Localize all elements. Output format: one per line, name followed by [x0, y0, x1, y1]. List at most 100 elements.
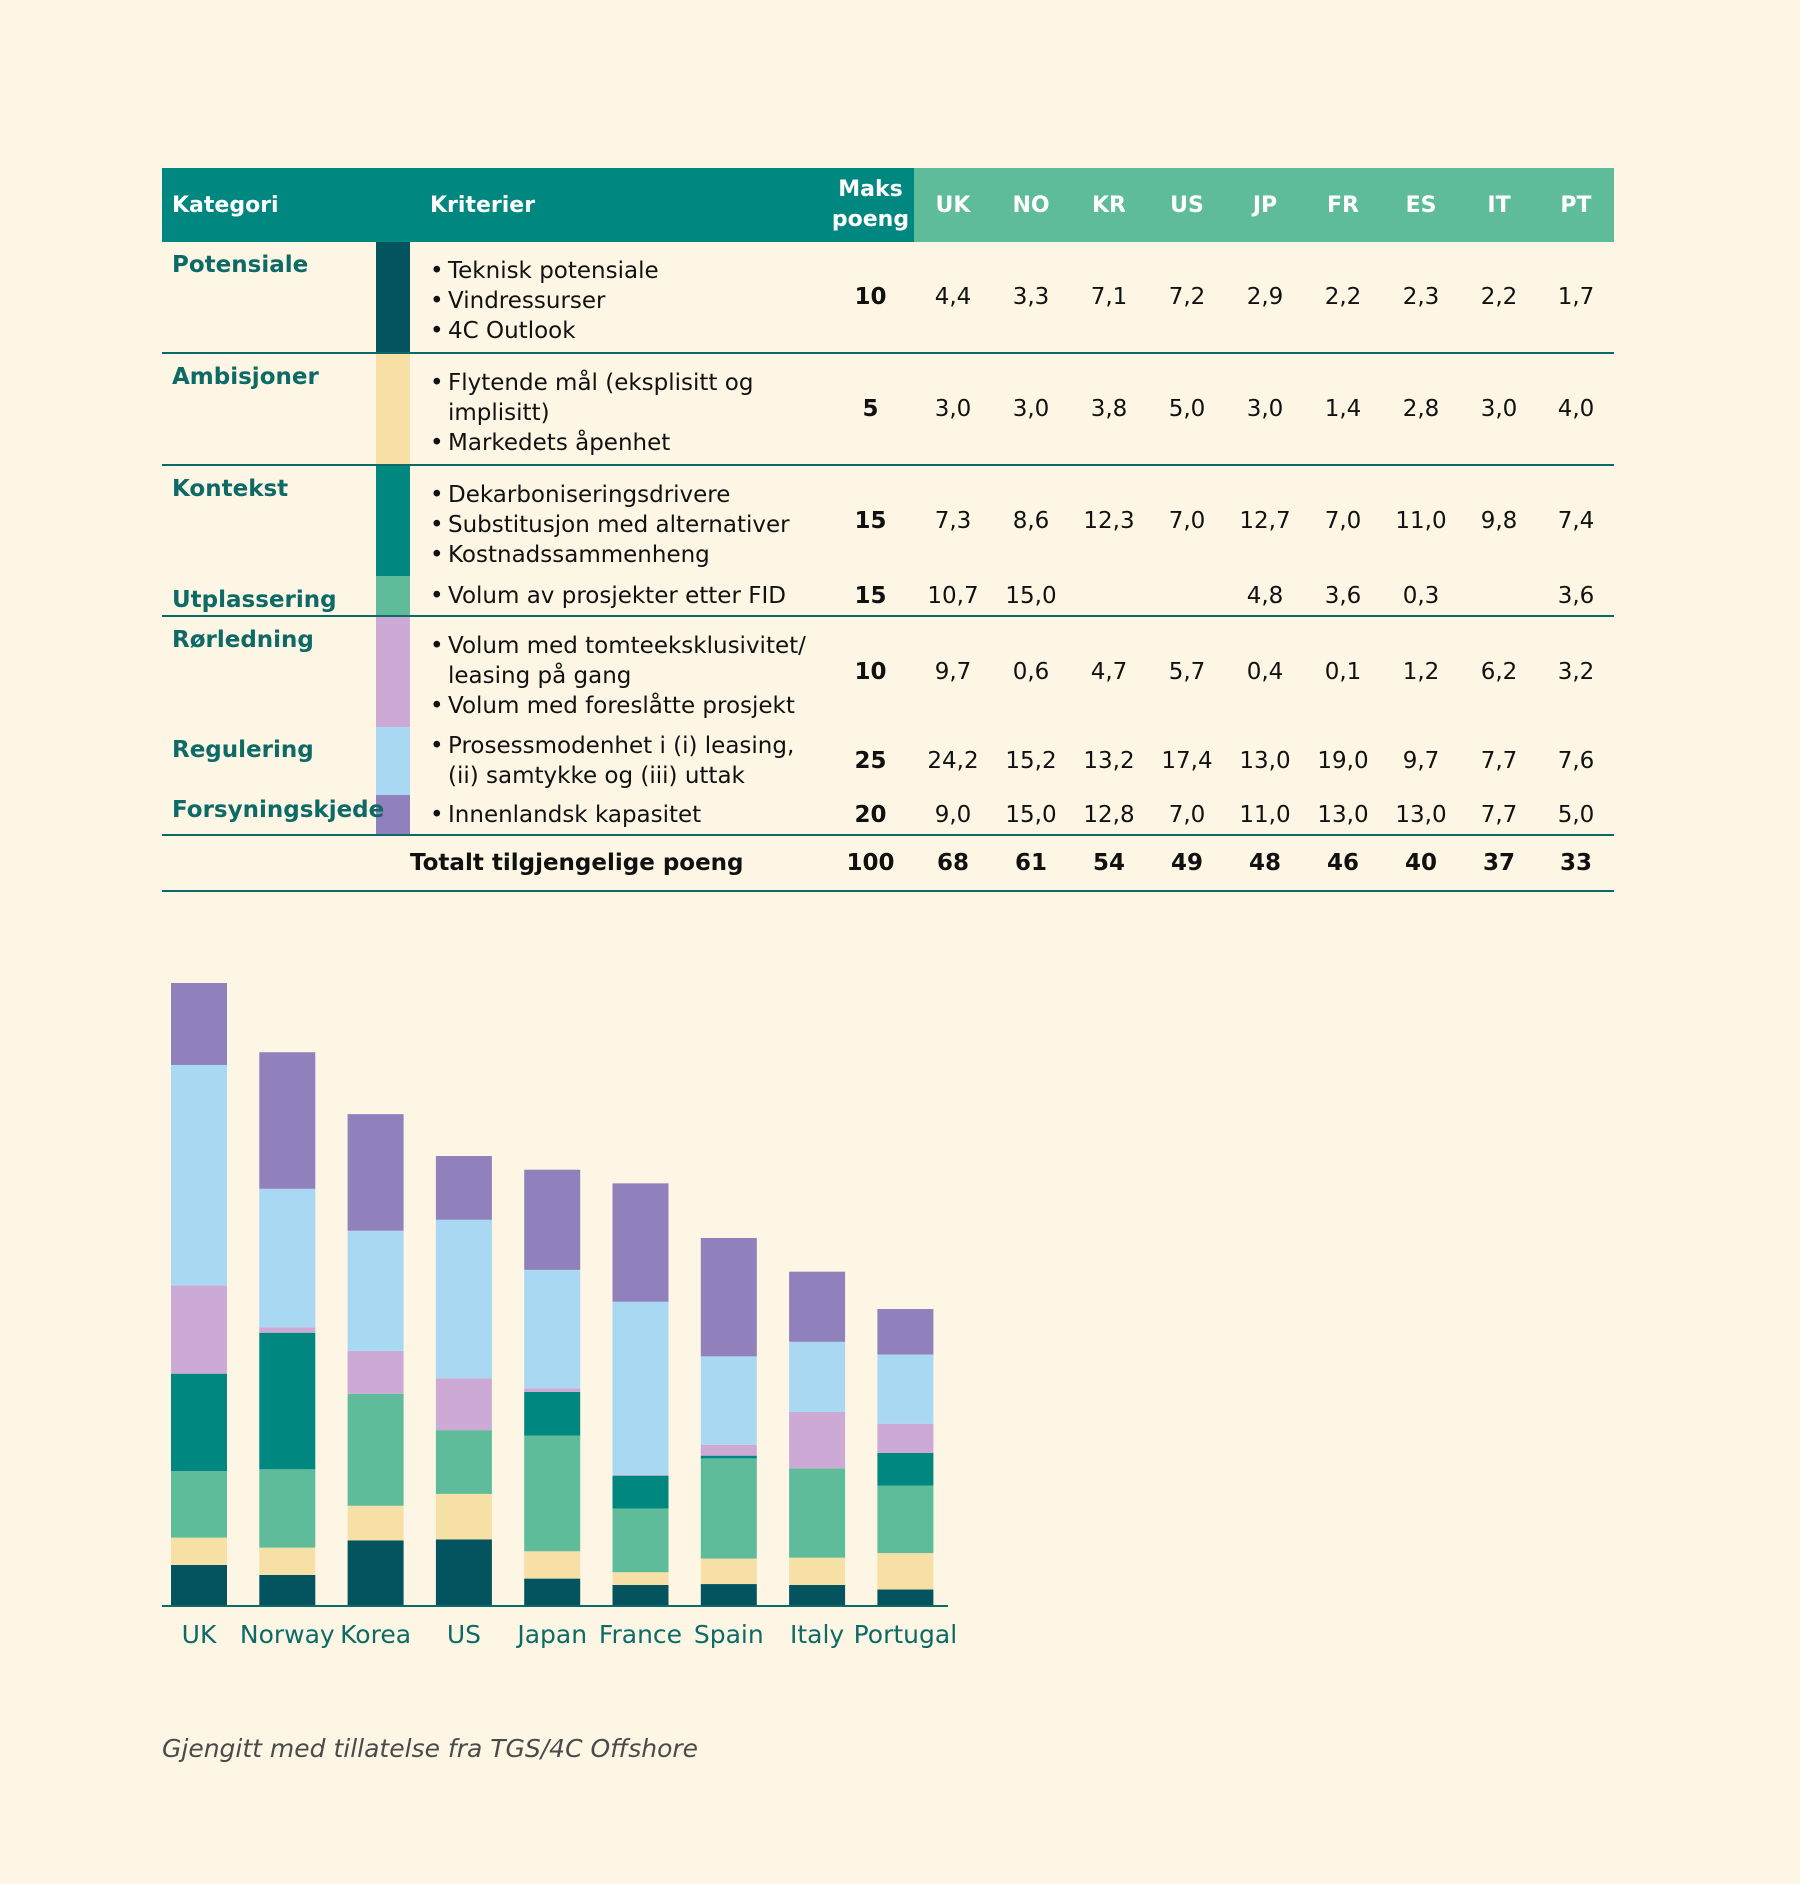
criterion: Flytende mål (eksplisitt og implisitt): [430, 368, 827, 428]
criterion: Vindressurser: [430, 286, 827, 316]
table-row-potensiale: Potensiale Teknisk potensiale Vindressur…: [162, 242, 1614, 353]
score-cell: 4,7: [1090, 659, 1128, 685]
x-tick-label: Portugal: [854, 1620, 958, 1649]
score-cell: 7,6: [1557, 748, 1595, 774]
bar-segment: [612, 1475, 669, 1509]
score-cell: [1148, 576, 1226, 616]
score-cell: 1,7: [1557, 284, 1595, 310]
criterion: Innenlandsk kapasitet: [430, 800, 827, 830]
max-points: 5: [862, 396, 879, 422]
score-cell: 13,0: [1395, 801, 1447, 828]
score-cell: 12,7: [1239, 508, 1291, 534]
score-cell: 3,0: [1012, 396, 1050, 422]
bar-segment: [700, 1458, 757, 1559]
bar-segment: [877, 1423, 934, 1453]
max-points: 10: [854, 659, 887, 685]
score-cell: 9,7: [934, 659, 972, 685]
header-maks-line1: Maks: [838, 177, 903, 202]
bar-segment: [171, 1471, 227, 1538]
total-cell: 37: [1482, 850, 1515, 876]
score-cell: 0,6: [1012, 659, 1050, 685]
bar-segment: [435, 1156, 492, 1220]
table-header-row: Kategori Kriterier Maks poeng UK NO KR U…: [162, 168, 1614, 242]
header-kategori: Kategori: [162, 168, 410, 242]
score-cell: 4,8: [1246, 582, 1284, 609]
max-points: 15: [854, 582, 887, 609]
bar-segment: [524, 1391, 581, 1436]
score-cell: 7,7: [1480, 801, 1518, 828]
bar-segment: [789, 1271, 846, 1342]
score-cell: 4,0: [1557, 396, 1595, 422]
table-row-regulering: Regulering Prosessmodenhet i (i) leasing…: [162, 727, 1614, 795]
bar-segment: [259, 1469, 316, 1548]
table-row-utplassering: Utplassering Volum av prosjekter etter F…: [162, 576, 1614, 616]
source-note: Gjengitt med tillatelse fra TGS/4C Offsh…: [162, 1734, 699, 1763]
header-country: NO: [992, 168, 1070, 242]
score-cell: 5,0: [1168, 396, 1206, 422]
header-country: ES: [1382, 168, 1460, 242]
criterion: Teknisk potensiale: [430, 256, 827, 286]
score-cell: 5,7: [1168, 659, 1206, 685]
x-tick-label: US: [447, 1620, 481, 1649]
criterion: Kostnadssammenheng: [430, 540, 827, 570]
total-max: 100: [846, 850, 895, 876]
category-name: Forsyningskjede: [172, 797, 385, 823]
bar-segment: [524, 1551, 581, 1579]
total-empty: [162, 835, 410, 891]
category-swatch: [376, 242, 410, 353]
bar-segment: [259, 1188, 316, 1328]
bar-segment: [612, 1183, 669, 1302]
score-cell: 3,3: [1012, 284, 1050, 310]
header-country: KR: [1070, 168, 1148, 242]
bar-segment: [612, 1584, 669, 1605]
score-cell: 24,2: [927, 748, 979, 774]
criterion: 4C Outlook: [430, 316, 827, 346]
bar-segment: [700, 1455, 757, 1459]
bar-segment: [259, 1327, 316, 1333]
score-cell: 5,0: [1557, 801, 1595, 828]
score-cell: 10,7: [927, 582, 979, 609]
bar-segment: [700, 1584, 757, 1605]
criteria-list: Teknisk potensiale Vindressurser 4C Outl…: [410, 242, 827, 353]
scoring-table: Kategori Kriterier Maks poeng UK NO KR U…: [162, 168, 1614, 892]
bar-segment: [524, 1169, 581, 1270]
score-cell: 1,2: [1402, 659, 1440, 685]
score-cell: 0,3: [1402, 582, 1440, 609]
category-swatch: [376, 616, 410, 727]
bar-segment: [789, 1468, 846, 1558]
score-cell: 2,9: [1246, 284, 1284, 310]
category-swatch: [376, 465, 410, 576]
score-cell: 2,3: [1402, 284, 1440, 310]
score-cell: 0,4: [1246, 659, 1284, 685]
criteria-list: Flytende mål (eksplisitt og implisitt) M…: [410, 353, 827, 465]
header-kriterier: Kriterier: [410, 168, 827, 242]
header-country: US: [1148, 168, 1226, 242]
bar-segment: [700, 1444, 757, 1456]
score-cell: 12,8: [1083, 801, 1135, 828]
bar-segment: [259, 1332, 316, 1470]
criterion: Volum med tomteeksklusivitet/ leasing på…: [430, 631, 827, 691]
header-country: PT: [1538, 168, 1614, 242]
score-cell: 1,4: [1324, 396, 1362, 422]
score-cell: 3,0: [1480, 396, 1518, 422]
criterion: Prosessmodenhet i (i) leasing, (ii) samt…: [430, 731, 827, 791]
bar-segment: [700, 1356, 757, 1445]
bar-segment: [700, 1237, 757, 1357]
score-cell: 9,7: [1402, 748, 1440, 774]
bar-segment: [259, 1052, 316, 1189]
max-points: 20: [854, 801, 887, 828]
total-cell: 68: [936, 850, 969, 876]
category-name: Utplassering: [172, 587, 337, 613]
x-tick-label: Norway: [240, 1620, 335, 1649]
bar-segment: [171, 1285, 227, 1374]
category-swatch: [376, 795, 410, 835]
bar-segment: [612, 1474, 669, 1476]
bar-segment: [524, 1578, 581, 1605]
score-cell: 3,6: [1324, 582, 1362, 609]
score-cell: 7,0: [1324, 508, 1362, 534]
score-cell: 0,1: [1324, 659, 1362, 685]
header-country: JP: [1226, 168, 1304, 242]
score-cell: 2,8: [1402, 396, 1440, 422]
score-cell: 7,7: [1480, 748, 1518, 774]
bar-segment: [435, 1430, 492, 1494]
